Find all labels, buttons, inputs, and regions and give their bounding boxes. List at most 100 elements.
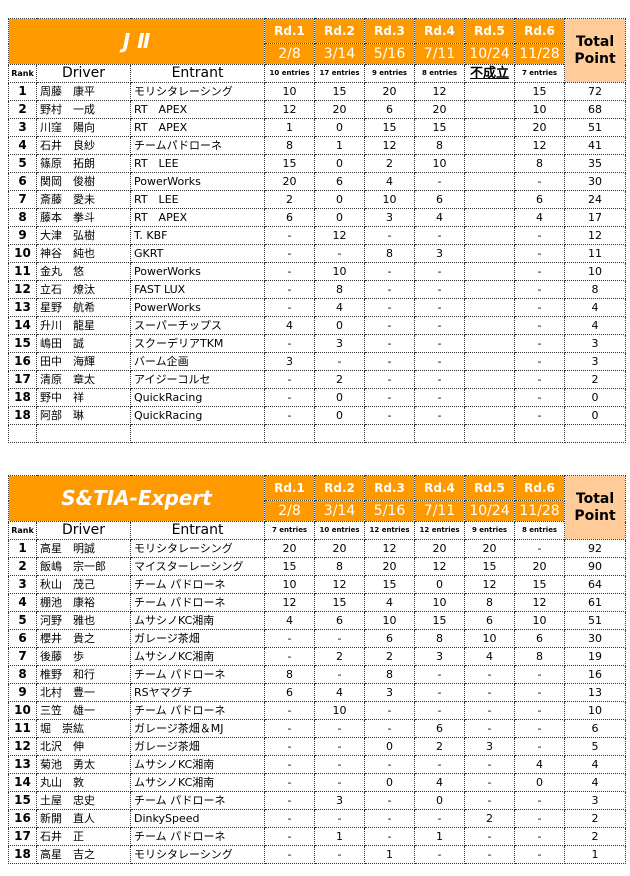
table-row: 4 石井 良紗 チームパドローネ 8 1 12 8 12 41 [8, 136, 627, 155]
round-points-cell: 20 [414, 100, 466, 119]
round-points-cell: 3 [414, 647, 466, 666]
round-points-cell: 12 [314, 575, 366, 594]
round-label: Rd.5 [464, 475, 516, 501]
round-points-cell: 6 [414, 719, 466, 738]
round-points-cell [464, 154, 516, 173]
table-row: 18 阿部 琳 QuickRacing -0- - -0 [8, 406, 627, 425]
round-points-cell: 4 [264, 316, 316, 335]
round-points-cell: - [364, 755, 416, 774]
round-points-cell: - [364, 791, 416, 810]
total-cell: 2 [564, 370, 627, 389]
rank-cell: 7 [8, 190, 37, 209]
entrant-cell: RT LEE [129, 190, 266, 209]
round-date: 2/8 [264, 43, 316, 65]
total-cell: 11 [564, 244, 627, 263]
driver-cell: 大津 弘樹 [36, 226, 131, 245]
entries-count: 12 entries [364, 521, 416, 540]
round-date: 3/14 [314, 500, 366, 522]
round-points-cell: 3 [314, 334, 366, 353]
table-row: 7 斎藤 愛未 RT LEE 2 0 10 6 6 24 [8, 190, 627, 209]
round-points-cell: 20 [314, 539, 366, 558]
round-points-cell: - [264, 827, 316, 846]
round-points-cell: - [364, 316, 416, 335]
round-points-cell: - [464, 701, 516, 720]
round-points-cell: 3 [314, 791, 366, 810]
round-points-cell: 4 [264, 611, 316, 630]
round-points-cell: 2 [264, 190, 316, 209]
driver-cell: 堀 崇紘 [36, 719, 131, 738]
round-points-cell: 12 [464, 575, 516, 594]
rank-cell: 13 [8, 298, 37, 317]
entrant-cell: RT LEE [129, 154, 266, 173]
table-row: 5 河野 雅也 ムサシノKC湘南 4 6 10 15 6 10 51 [8, 611, 627, 630]
driver-cell: 清原 章太 [36, 370, 131, 389]
table-row: 10 三笠 雄一 チーム パドローネ -10- - - -10 [8, 701, 627, 720]
round-label: Rd.1 [264, 18, 316, 44]
round-label: Rd.2 [314, 475, 366, 501]
round-points-cell: - [414, 406, 466, 425]
rank-cell: 2 [8, 557, 37, 576]
driver-header: Driver [36, 64, 131, 83]
round-label: Rd.3 [364, 18, 416, 44]
round-points-cell: - [364, 352, 416, 371]
round-label: Rd.5 [464, 18, 516, 44]
round-points-cell: - [414, 316, 466, 335]
round-points-cell: 10 [514, 100, 566, 119]
round-points-cell: 2 [464, 809, 516, 828]
round-points-cell: 1 [364, 845, 416, 864]
round-points-cell [464, 352, 516, 371]
entrant-cell: ガレージ茶畑＆MJ [129, 719, 266, 738]
table-row: 14 升川 龍星 スーパーチップス 4 0- - -4 [8, 316, 627, 335]
round-points-cell: 4 [514, 755, 566, 774]
table-row: 5 篠原 拓朗 RT LEE 15 0 2 10 8 35 [8, 154, 627, 173]
round-points-cell: - [514, 737, 566, 756]
rank-cell: 9 [8, 683, 37, 702]
round-points-cell: 6 [514, 629, 566, 648]
table-row: 8 藤本 拳斗 RT APEX 6 0 3 4 4 17 [8, 208, 627, 227]
round-points-cell [464, 334, 516, 353]
round-points-cell: 15 [514, 575, 566, 594]
rank-cell: 5 [8, 611, 37, 630]
entrant-cell: GKRT [129, 244, 266, 263]
round-points-cell: 4 [314, 683, 366, 702]
table-row: 17 石井 正チーム パドローネ -1-1- -2 [8, 827, 627, 846]
round-points-cell: - [514, 719, 566, 738]
table-row: 6 関岡 俊樹 PowerWorks 20 6 4- -30 [8, 172, 627, 191]
round-points-cell: 12 [414, 82, 466, 101]
round-label: Rd.4 [414, 18, 466, 44]
driver-header: Driver [36, 521, 131, 540]
round-points-cell: - [514, 845, 566, 864]
rank-cell: 14 [8, 316, 37, 335]
driver-cell: 飯嶋 宗一郎 [36, 557, 131, 576]
round-points-cell: 10 [264, 575, 316, 594]
total-cell: 3 [564, 791, 627, 810]
driver-cell: 篠原 拓朗 [36, 154, 131, 173]
entries-count: 12 entries [414, 521, 466, 540]
round-points-cell: - [364, 809, 416, 828]
round-points-cell: 12 [264, 100, 316, 119]
round-points-cell: 6 [514, 190, 566, 209]
round-points-cell: 8 [264, 136, 316, 155]
round-points-cell: - [264, 755, 316, 774]
round-points-cell: 15 [264, 557, 316, 576]
table-row: 3 秋山 茂己 チーム パドローネ 10 12 15 0 12 15 64 [8, 575, 627, 594]
round-points-cell: 8 [514, 647, 566, 666]
round-points-cell: - [414, 683, 466, 702]
table-row: 14 丸山 敦ムサシノKC湘南 - -0 4-0 4 [8, 773, 627, 792]
driver-cell: 北村 豊一 [36, 683, 131, 702]
round-points-cell: - [464, 845, 516, 864]
driver-cell: 高星 明誠 [36, 539, 131, 558]
table-row [8, 424, 627, 443]
round-label: Rd.2 [314, 18, 366, 44]
header-row-rounds: J Ⅱ Rd.1 Rd.2 Rd.3 Rd.4 Rd.5 Rd.6 Total Point [7, 18, 627, 83]
round-points-cell: - [414, 701, 466, 720]
table-row: 11 金丸 悠 PowerWorks -10- - -10 [8, 262, 627, 281]
round-points-cell [264, 424, 316, 443]
entries-count: 9 entries [364, 64, 416, 83]
round-points-cell: 8 [364, 665, 416, 684]
round-points-cell [414, 424, 466, 443]
round-label: Rd.6 [514, 475, 566, 501]
round-points-cell: - [264, 845, 316, 864]
total-cell: 3 [564, 352, 627, 371]
round-points-cell: - [414, 226, 466, 245]
